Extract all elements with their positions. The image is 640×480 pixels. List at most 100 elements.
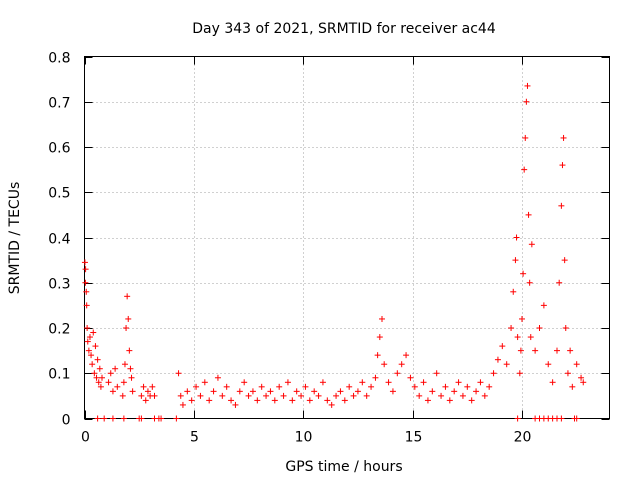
grid-lines <box>84 56 610 419</box>
data-point <box>284 379 291 386</box>
data-point <box>442 383 449 390</box>
data-point <box>516 370 523 377</box>
data-point <box>363 392 370 399</box>
data-point <box>206 397 213 404</box>
data-point <box>381 361 388 368</box>
data-point <box>468 397 475 404</box>
data-point <box>512 257 519 264</box>
data-point <box>258 383 265 390</box>
data-point <box>319 379 326 386</box>
data-point <box>481 392 488 399</box>
data-point <box>236 388 243 395</box>
data-points <box>81 82 587 422</box>
data-point <box>446 397 453 404</box>
data-point <box>540 302 547 309</box>
data-point <box>486 383 493 390</box>
data-point <box>96 365 103 372</box>
data-point <box>569 383 576 390</box>
data-point <box>359 379 366 386</box>
data-point <box>451 388 458 395</box>
chart-title: Day 343 of 2021, SRMTID for receiver ac4… <box>192 21 496 37</box>
data-point <box>429 388 436 395</box>
data-point <box>245 392 252 399</box>
data-point <box>197 392 204 399</box>
data-point <box>311 388 318 395</box>
data-point <box>416 392 423 399</box>
data-point <box>123 325 130 331</box>
data-point <box>438 392 445 399</box>
data-point <box>508 325 515 331</box>
data-point <box>324 397 331 404</box>
data-point <box>567 347 574 354</box>
data-point <box>527 334 534 341</box>
data-point <box>564 370 571 377</box>
data-point <box>522 134 529 141</box>
data-point <box>298 392 305 399</box>
data-point <box>105 379 112 386</box>
y-tick-label: 0.3 <box>48 277 70 293</box>
data-point <box>95 379 102 386</box>
data-point <box>289 397 296 404</box>
data-point <box>420 379 427 386</box>
data-point <box>354 388 361 395</box>
data-point <box>82 279 89 286</box>
y-axis-label: SRMTID / TECUs <box>7 182 23 295</box>
data-point <box>473 388 480 395</box>
data-point <box>179 401 186 408</box>
data-point <box>175 370 182 377</box>
data-point <box>271 397 278 404</box>
data-point <box>549 379 556 386</box>
data-point <box>562 325 569 331</box>
data-point <box>411 383 418 390</box>
data-point <box>407 374 414 381</box>
data-point <box>193 383 200 390</box>
y-tick-label: 0.6 <box>48 141 70 157</box>
data-point <box>126 347 133 354</box>
data-point <box>223 383 230 390</box>
data-point <box>372 374 379 381</box>
x-tick-label: 20 <box>514 430 532 446</box>
data-point <box>280 392 287 399</box>
data-point <box>267 388 274 395</box>
data-point <box>99 374 105 381</box>
data-point <box>328 401 335 408</box>
data-point <box>82 266 89 273</box>
axis-ticks: 0 0.1 0.2 0.3 0.4 0.5 0.6 0.7 0.8 0 5 10 15 20 <box>48 51 610 446</box>
x-tick-label: 5 <box>190 430 199 446</box>
data-point <box>554 347 560 354</box>
data-point <box>228 397 235 404</box>
data-point <box>350 392 357 399</box>
data-point-zero <box>138 415 145 422</box>
y-tick-label: 0.7 <box>48 96 70 112</box>
data-point <box>536 325 543 331</box>
data-point <box>177 392 184 399</box>
data-point <box>232 401 239 408</box>
data-point <box>545 361 552 368</box>
data-point <box>346 383 353 390</box>
data-point <box>510 288 517 295</box>
data-point <box>125 315 132 322</box>
data-point <box>580 379 587 386</box>
data-point <box>559 162 566 169</box>
data-point <box>138 392 145 399</box>
y-tick-label: 0 <box>62 413 71 429</box>
data-point <box>94 356 101 363</box>
data-point <box>464 383 471 390</box>
data-point <box>455 379 462 386</box>
data-point-zero <box>173 415 180 422</box>
data-point-zero <box>120 415 127 422</box>
data-point <box>573 361 580 368</box>
data-point <box>494 356 501 363</box>
y-tick-label: 0.1 <box>48 367 70 383</box>
data-point <box>477 379 484 386</box>
data-point <box>84 338 91 345</box>
data-point <box>560 134 567 141</box>
data-point-zero <box>109 415 116 422</box>
data-point <box>558 202 565 209</box>
data-point <box>119 392 126 399</box>
data-point <box>306 397 313 404</box>
data-point <box>263 392 270 399</box>
data-point <box>376 334 383 341</box>
data-point <box>517 347 524 354</box>
